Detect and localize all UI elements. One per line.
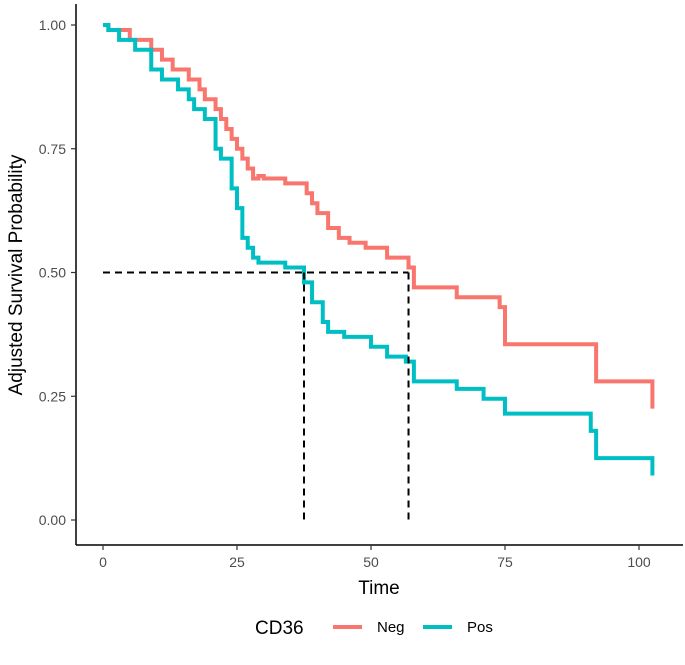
x-tick-label: 25: [229, 554, 245, 570]
series-layer: [103, 23, 655, 476]
x-tick-label: 100: [627, 554, 651, 570]
series-line-neg: [103, 23, 655, 409]
y-tick-label: 0.25: [39, 388, 66, 404]
legend-label-neg: Neg: [377, 619, 405, 636]
y-axis-title: Adjusted Survival Probability: [6, 154, 27, 395]
y-axis-ticks: 0.00 0.25 0.50 0.75 1.00: [39, 17, 76, 528]
legend-label-pos: Pos: [467, 619, 493, 636]
legend-title: CD36: [255, 618, 304, 639]
x-axis-title: Time: [358, 578, 400, 599]
y-tick-label: 0.50: [39, 265, 66, 281]
y-tick-label: 1.00: [39, 17, 66, 33]
y-tick-label: 0.00: [39, 512, 66, 528]
x-tick-label: 50: [363, 554, 379, 570]
legend: CD36 Neg Pos: [255, 618, 493, 639]
y-tick-label: 0.75: [39, 141, 66, 157]
series-line-pos: [103, 23, 655, 476]
x-axis-ticks: 0 25 50 75 100: [99, 545, 651, 570]
x-tick-label: 0: [99, 554, 107, 570]
x-tick-label: 75: [497, 554, 513, 570]
median-reference-lines: [103, 271, 410, 520]
